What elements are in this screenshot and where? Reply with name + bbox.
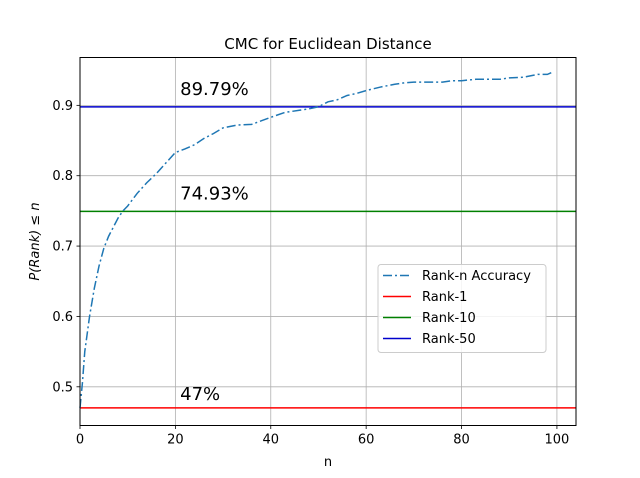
x-tick-label: 60 [358,433,375,448]
legend-box [377,264,547,353]
legend-label: Rank-50 [422,332,476,347]
annotation-label: 47% [180,384,220,405]
series-line-rank-n-accuracy [79,71,553,408]
plot-frame [79,57,577,426]
x-tick-label: 0 [76,433,84,448]
annotation-label: 89.79% [180,79,249,100]
y-tick-label: 0.8 [52,169,73,184]
y-tick-label: 0.5 [52,380,73,395]
y-axis-ticks: 0.5 0.6 0.7 0.8 0.9 [52,99,80,395]
y-tick-label: 0.9 [52,99,73,114]
reference-lines [80,106,576,409]
chart-title: CMC for Euclidean Distance [224,35,431,53]
x-tick-label: 100 [545,433,570,448]
y-tick-label: 0.6 [52,310,73,325]
y-tick-label: 0.7 [52,240,73,255]
y-axis-label: P(Rank) ≤ n [28,202,43,280]
rank-n-curve [79,71,553,408]
x-tick-label: 80 [453,433,470,448]
x-tick-label: 20 [167,433,184,448]
x-axis-label: n [324,455,332,470]
x-axis-ticks: 0 20 40 60 80 100 [76,425,570,448]
legend-label: Rank-n Accuracy [422,269,531,284]
legend-label: Rank-1 [422,290,467,305]
legend: Rank-n Accuracy Rank-1 Rank-10 Rank-50 [377,264,547,353]
grid [79,57,576,426]
annotation-label: 74.93% [180,183,249,204]
annotations: 89.79% 74.93% 47% [180,79,249,405]
legend-label: Rank-10 [422,311,476,326]
x-tick-label: 40 [262,433,279,448]
